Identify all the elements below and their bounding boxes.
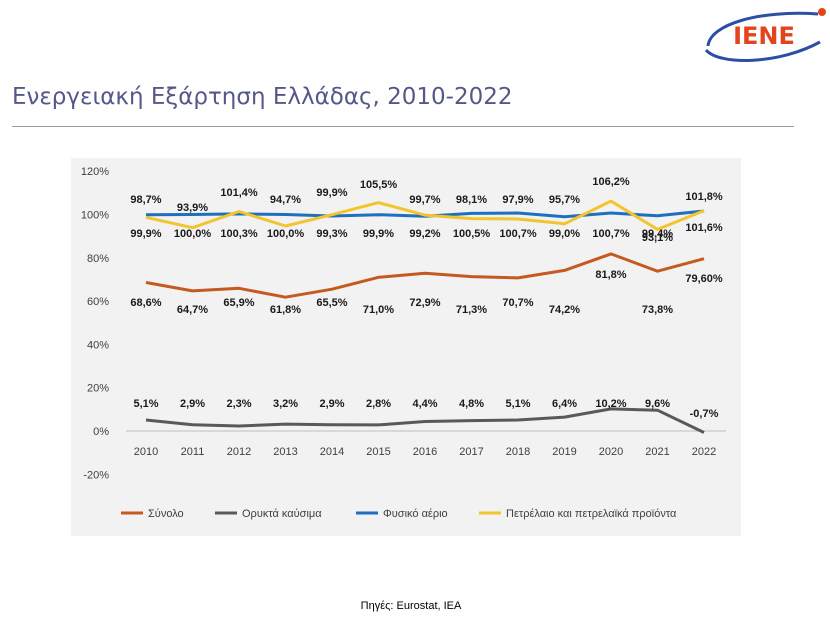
- title-divider: [12, 126, 794, 127]
- page-title: Ενεργειακή Εξάρτηση Ελλάδας, 2010-2022: [12, 84, 513, 110]
- data-label-oil: 97,9%: [502, 194, 533, 206]
- data-label-oil: 106,2%: [592, 176, 630, 188]
- data-label-solid: 2,3%: [226, 398, 251, 410]
- data-label-solid: 5,1%: [133, 398, 158, 410]
- legend-label-gas: Φυσικό αέριο: [383, 508, 448, 520]
- data-label-solid: 4,8%: [459, 398, 484, 410]
- source-text: Πηγές: Eurostat, IEA: [360, 600, 462, 612]
- logo-dot: [818, 8, 826, 16]
- data-label-total: 65,5%: [316, 297, 347, 309]
- data-label-solid: 2,9%: [319, 398, 344, 410]
- data-label-total: 70,7%: [502, 297, 533, 309]
- data-label-oil: 95,7%: [549, 194, 580, 206]
- y-tick-label: 80%: [87, 253, 109, 265]
- legend-label-total: Σύνολο: [148, 508, 184, 520]
- data-label-oil: 101,8%: [685, 191, 723, 203]
- data-label-total: 72,9%: [409, 297, 440, 309]
- x-tick-label: 2021: [645, 446, 669, 458]
- x-tick-label: 2012: [227, 446, 251, 458]
- data-label-total: 74,2%: [549, 304, 580, 316]
- series-line-solid: [145, 407, 705, 434]
- data-label-oil: 99,9%: [316, 187, 347, 199]
- data-label-solid: 2,8%: [366, 398, 391, 410]
- x-tick-label: 2022: [692, 446, 716, 458]
- data-label-oil: 94,7%: [270, 194, 301, 206]
- x-tick-label: 2018: [506, 446, 530, 458]
- y-tick-label: 20%: [87, 383, 109, 395]
- logo-swoosh-top: [706, 11, 819, 47]
- data-label-gas: 100,0%: [174, 228, 212, 240]
- data-label-gas: 100,7%: [592, 228, 630, 240]
- data-label-solid: -0,7%: [690, 408, 719, 420]
- data-label-total: 81,8%: [595, 269, 626, 281]
- data-label-oil: 105,5%: [360, 179, 398, 191]
- data-label-gas: 99,9%: [363, 228, 394, 240]
- data-label-solid: 3,2%: [273, 398, 298, 410]
- y-tick-label: 40%: [87, 339, 109, 351]
- y-tick-label: -20%: [83, 469, 109, 481]
- data-label-total: 64,7%: [177, 304, 208, 316]
- data-label-gas: 100,0%: [267, 228, 305, 240]
- data-label-oil: 99,7%: [409, 194, 440, 206]
- x-tick-label: 2013: [273, 446, 297, 458]
- x-tick-label: 2017: [459, 446, 483, 458]
- data-label-solid: 6,4%: [552, 398, 577, 410]
- data-label-solid: 10,2%: [595, 398, 626, 410]
- data-label-gas: 99,2%: [409, 228, 440, 240]
- x-tick-label: 2020: [599, 446, 623, 458]
- y-tick-label: 60%: [87, 296, 109, 308]
- data-label-oil: 98,7%: [130, 194, 161, 206]
- y-tick-label: 100%: [81, 210, 109, 222]
- data-label-solid: 9,6%: [645, 398, 670, 410]
- data-label-total: 71,0%: [363, 304, 394, 316]
- data-label-solid: 4,4%: [412, 398, 437, 410]
- data-label-oil: 101,4%: [220, 187, 258, 199]
- source-note: Πηγές: Eurostat, IEA: [0, 600, 830, 612]
- data-label-gas: 101,6%: [685, 222, 723, 234]
- x-tick-label: 2016: [413, 446, 437, 458]
- data-label-gas: 99,4%: [642, 228, 673, 240]
- iene-logo-graphic: IENE: [704, 8, 826, 62]
- data-label-gas: 99,3%: [316, 228, 347, 240]
- data-label-total: 79,60%: [685, 273, 723, 285]
- data-label-solid: 2,9%: [180, 398, 205, 410]
- line-chart: 120% 100% 80% 60% 40% 20% 0% -20% 2010 2011 2012 20…: [81, 166, 726, 520]
- data-label-gas: 100,7%: [499, 228, 537, 240]
- data-label-gas: 100,3%: [220, 228, 258, 240]
- logo-swoosh-bottom: [704, 40, 821, 62]
- data-label-total: 68,6%: [130, 297, 161, 309]
- y-tick-label: 0%: [93, 426, 109, 438]
- data-label-total: 73,8%: [642, 304, 673, 316]
- x-tick-label: 2011: [181, 446, 205, 458]
- data-label-gas: 99,0%: [549, 228, 580, 240]
- data-label-gas: 99,9%: [130, 228, 161, 240]
- data-label-total: 71,3%: [456, 304, 487, 316]
- data-label-solid: 5,1%: [505, 398, 530, 410]
- iene-logo: IENE: [700, 2, 828, 72]
- x-tick-label: 2015: [366, 446, 390, 458]
- data-label-oil: 98,1%: [456, 194, 487, 206]
- data-label-oil: 93,1%: [642, 232, 673, 244]
- data-label-total: 65,9%: [223, 297, 254, 309]
- data-label-total: 61,8%: [270, 304, 301, 316]
- legend-label-solid: Ορυκτά καύσιμα: [242, 508, 322, 520]
- chart-panel: 120% 100% 80% 60% 40% 20% 0% -20% 2010 2011 2012 20…: [71, 158, 741, 536]
- logo-text: IENE: [733, 22, 795, 50]
- x-tick-label: 2010: [134, 446, 158, 458]
- x-tick-label: 2019: [552, 446, 576, 458]
- data-label-oil: 93,9%: [177, 202, 208, 214]
- legend-label-oil: Πετρέλαιο και πετρελαϊκά προϊόντα: [506, 508, 677, 520]
- data-label-gas: 100,5%: [453, 228, 491, 240]
- y-tick-label: 120%: [81, 166, 109, 178]
- x-tick-label: 2014: [320, 446, 344, 458]
